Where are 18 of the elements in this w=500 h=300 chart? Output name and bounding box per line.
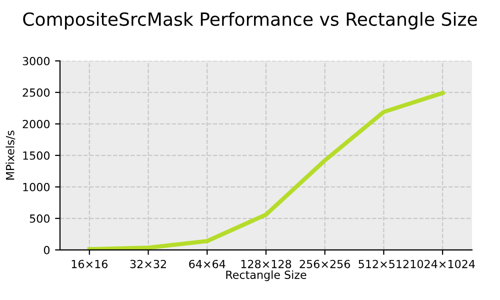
x-tick-label: 32×32 (130, 260, 166, 268)
line-series (87, 90, 445, 250)
y-tick-label: 0 (44, 246, 50, 254)
x-tick-label: 512×512 (358, 260, 408, 268)
x-axis-title: Rectangle Size (226, 270, 306, 282)
y-axis-title: MPixels/s (6, 130, 16, 180)
y-tick-label: 3000 (22, 56, 50, 66)
y-tick-label: 500 (30, 214, 50, 223)
y-tick-label: 1000 (23, 182, 50, 192)
chart-title: CompositeSrcMask Performance vs Rectangle Size (23, 12, 477, 30)
x-tick-label: 16×16 (72, 260, 108, 268)
y-tick-label: 1500 (23, 151, 50, 160)
x-tick-label: 128×128 (241, 260, 292, 268)
x-tick-label: 256×256 (300, 260, 350, 268)
x-tick-label: 1024×1024 (410, 260, 475, 268)
x-tick-label: 64×64 (189, 260, 226, 268)
y-tick-label: 2500 (22, 88, 50, 97)
y-tick-label: 2000 (22, 120, 50, 128)
